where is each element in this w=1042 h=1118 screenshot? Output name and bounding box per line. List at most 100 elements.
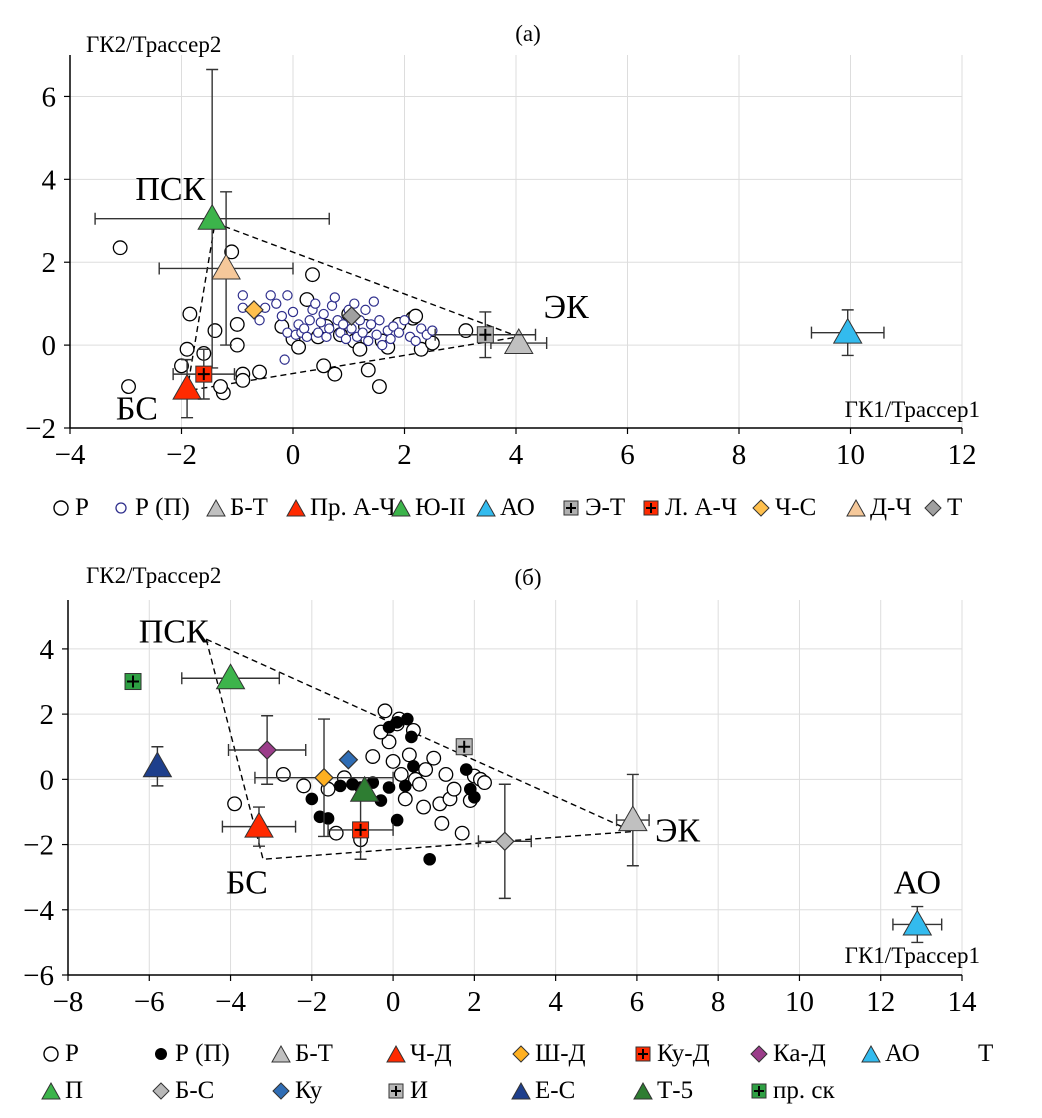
data-point-р-п — [318, 308, 329, 320]
legend-swatch — [752, 499, 770, 517]
panel-a: −4 −2 0 2 4 6 8 10 12−20246(a)ГК2/Трассер2ГК1/Тр… — [25, 21, 980, 471]
panel-title: (a) — [515, 21, 541, 46]
legend-swatch — [53, 500, 69, 516]
legend-label: Т-5 — [657, 1077, 694, 1104]
x-tick-label: 4 — [509, 439, 524, 471]
legend-item-т: Т — [922, 494, 962, 522]
series-л-а-ч — [172, 348, 236, 400]
legend-item-ку-д: Ку-Д — [632, 1040, 710, 1068]
series-пр-ск — [124, 673, 142, 691]
y-tick-label: 0 — [42, 330, 57, 362]
x-tick-label: 6 — [620, 439, 635, 471]
legend-item-б-т: Б-Т — [205, 494, 268, 522]
x-tick-label: 6 — [630, 986, 645, 1018]
data-point-р — [305, 267, 320, 283]
legend-label: Р (П) — [135, 494, 190, 521]
legend-item-пр-ск: пр. ск — [748, 1077, 835, 1105]
x-tick-label: −4 — [215, 986, 246, 1018]
series-ку-д — [327, 799, 394, 860]
data-point-ч-д — [244, 811, 274, 838]
legend-item-т: Т — [978, 1040, 993, 1068]
data-point-р — [227, 796, 243, 812]
x-tick-label: −6 — [134, 986, 165, 1018]
series-ю-ii — [94, 68, 330, 369]
data-point-р — [426, 750, 442, 766]
data-point-р — [416, 799, 432, 815]
annotation-пск: ПСК — [139, 613, 209, 650]
data-point-р — [352, 341, 368, 357]
data-point-р-п — [360, 304, 371, 316]
data-point-р — [454, 825, 470, 841]
legend-item-д-ч: Д-Ч — [845, 494, 912, 522]
legend-swatch — [635, 1046, 651, 1062]
data-point-р-п — [304, 315, 315, 326]
annotation-эк: ЭК — [544, 289, 589, 326]
data-point-пр-ск-cross — [127, 675, 140, 688]
data-point-р-п — [237, 290, 249, 301]
data-point-п — [215, 663, 246, 690]
data-point-р — [174, 358, 189, 374]
data-point-р-п — [282, 290, 293, 301]
data-point-р-п — [371, 329, 382, 340]
legend-item-е-с: Е-С — [510, 1077, 575, 1105]
data-point-р-п — [276, 310, 288, 322]
data-point-р-п — [468, 790, 481, 804]
legend-swatch — [643, 500, 659, 516]
data-point-р-п — [405, 730, 418, 744]
data-point-р — [412, 776, 427, 792]
series-ао — [892, 905, 943, 944]
data-point-р — [458, 323, 474, 339]
data-point-р-п — [407, 760, 420, 773]
data-point-и-cross — [458, 740, 471, 753]
data-point-р — [408, 308, 424, 324]
legend-label: Т — [978, 1040, 994, 1067]
data-point-ку-д-cross — [354, 823, 367, 836]
legend-swatch — [512, 1045, 530, 1063]
annotation-бс: БС — [116, 391, 158, 428]
data-point-р — [229, 337, 245, 353]
legend-label: Ю-II — [415, 494, 466, 521]
legend-label: Д-Ч — [870, 494, 912, 521]
annotation-ао: АО — [894, 864, 941, 901]
legend-swatch — [41, 1081, 61, 1100]
legend-swatch — [115, 502, 127, 514]
data-point-р — [434, 815, 450, 831]
legend-item-ка-д: Ка-Д — [748, 1040, 826, 1068]
series-д-ч — [158, 191, 294, 346]
legend-item-л-а-ч: Л. А-Ч — [640, 494, 737, 522]
data-point-р — [182, 306, 198, 322]
legend-label: АО — [885, 1040, 920, 1067]
data-point-р-п — [357, 327, 368, 338]
series-б-т — [490, 328, 548, 355]
legend-label: пр. ск — [773, 1077, 835, 1104]
data-point-р — [477, 775, 492, 791]
data-point-пр-а-ч — [172, 373, 202, 400]
data-point-р — [438, 767, 454, 782]
legend-label: П — [65, 1077, 84, 1104]
legend-swatch — [511, 1081, 531, 1100]
legend-item-ю-ii: Ю-II — [390, 494, 466, 522]
x-tick-label: 8 — [732, 439, 747, 471]
data-point-р-п — [398, 779, 412, 793]
data-point-р-п — [363, 335, 374, 347]
data-point-е-с — [142, 751, 173, 778]
data-point-р — [179, 341, 195, 357]
data-point-ку — [338, 749, 359, 770]
data-point-р-п — [459, 763, 473, 776]
data-point-р-п — [324, 323, 335, 334]
x-tick-label: −4 — [55, 439, 86, 471]
series-р-п — [237, 290, 438, 365]
legend-item-т-5: Т-5 — [632, 1077, 693, 1105]
legend-swatch — [633, 1081, 653, 1100]
y-tick-label: 2 — [40, 699, 55, 731]
y-tick-label: 0 — [40, 764, 55, 796]
data-point-р — [328, 825, 344, 841]
data-point-р-п — [390, 813, 404, 827]
series-п — [181, 663, 281, 690]
legend-swatch — [152, 1082, 170, 1100]
x-axis-label: ГК1/Трассер1 — [845, 943, 980, 968]
annotation-бс: БС — [226, 864, 268, 901]
panel-b: −8 −6 −4 −2 0 2 4 6 8 10 12 14−6−4−2024(б)ГК2/Трасс… — [23, 563, 980, 1018]
series-и — [455, 738, 473, 756]
